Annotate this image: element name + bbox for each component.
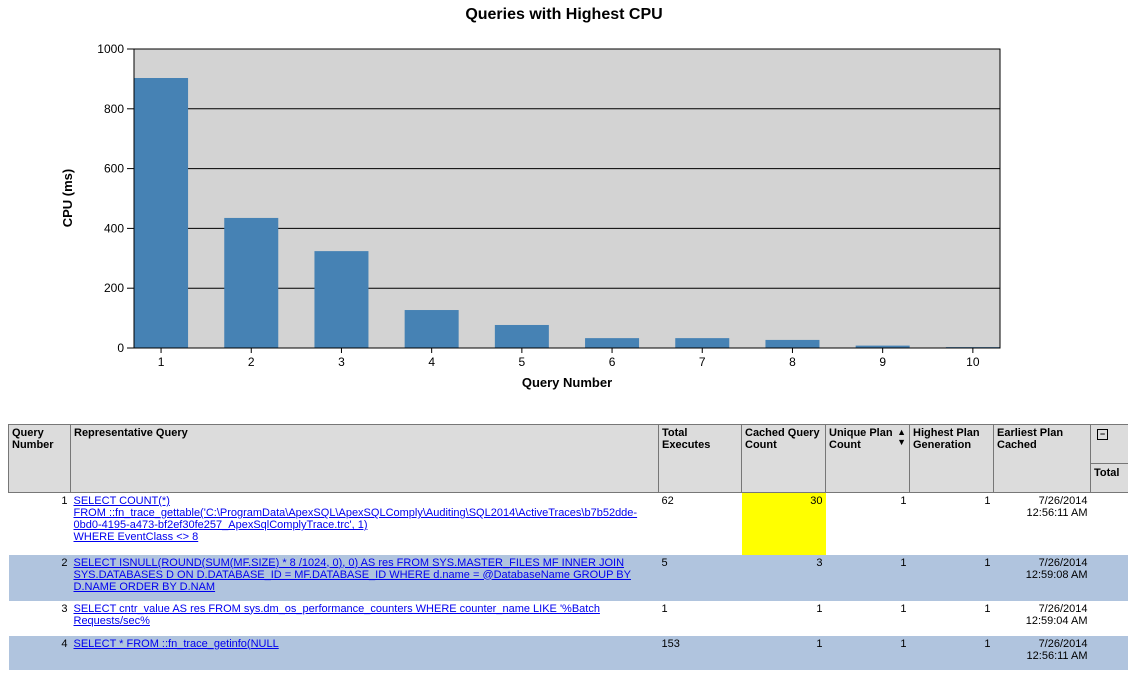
bar-chart: 0 200 400 600 800 1000 1 2 3 4 5 6 7 8 9 10 Query Number…	[60, 42, 1001, 390]
earliest-plan-cached: 7/26/2014 12:56:11 AM	[993, 635, 1091, 670]
header-earliest-plan-cached[interactable]: Earliest Plan Cached	[993, 424, 1091, 493]
representative-query: SELECT COUNT(*) FROM ::fn_trace_gettable(…	[71, 493, 659, 555]
query-number: 1	[61, 495, 68, 507]
query-link[interactable]: SELECT COUNT(*)	[73, 495, 170, 507]
time: 12:59:08 AM	[1025, 568, 1088, 581]
query-link[interactable]: FROM ::fn_trace_gettable('C:\ProgramData…	[73, 507, 638, 531]
highest-plan-generation: 1	[909, 554, 994, 601]
header-representative-query[interactable]: Representative Query	[70, 424, 659, 493]
x-tick-label: 9	[879, 355, 886, 369]
total-executes: 153	[658, 635, 742, 670]
y-tick-label: 1000	[97, 42, 124, 56]
unique-plan-count: 1	[900, 602, 907, 615]
time: 12:56:11 AM	[1026, 507, 1088, 519]
x-tick-label: 3	[338, 355, 345, 369]
x-tick-label: 1	[158, 355, 165, 369]
query-link[interactable]: SELECT * FROM ::fn_trace_getinfo(NULL	[73, 637, 279, 650]
x-tick-label: 8	[789, 355, 796, 369]
chart-title: Queries with Highest CPU	[465, 6, 663, 23]
table-row: 2 SELECT ISNULL(ROUND(SUM(MF.SIZE) * 8 /…	[8, 554, 1128, 601]
bar-2[interactable]	[224, 217, 279, 348]
unique-plan-count: 1	[825, 554, 910, 601]
cached-query-count: 1	[816, 602, 823, 615]
earliest-plan-cached: 7/26/2014 12:59:08 AM	[993, 554, 1091, 601]
highest-plan-generation: 1	[984, 495, 991, 507]
total-cell	[1090, 554, 1128, 601]
time: 12:56:11 AM	[1026, 649, 1088, 662]
header-cached-query-count[interactable]: Cached Query Count	[741, 424, 826, 493]
representative-query: SELECT ISNULL(ROUND(SUM(MF.SIZE) * 8 /10…	[70, 554, 659, 601]
y-tick-label: 400	[104, 221, 124, 235]
x-tick-label: 7	[699, 355, 706, 369]
total-executes: 5	[658, 554, 742, 601]
header-query-number[interactable]: Query Number	[8, 424, 71, 493]
header-total-executes[interactable]: Total Executes	[658, 424, 742, 493]
y-tick-label: 800	[104, 102, 124, 116]
y-tick-label: 0	[117, 341, 124, 355]
x-tick-label: 10	[966, 355, 980, 369]
query-number: 3	[61, 602, 68, 615]
plot-border	[133, 48, 1001, 349]
date: 7/26/2014	[1038, 637, 1088, 650]
date: 7/26/2014	[1038, 495, 1088, 507]
bar-4[interactable]	[404, 310, 459, 348]
header-label: Unique Plan Count	[829, 427, 893, 451]
query-link[interactable]: SELECT ISNULL(ROUND(SUM(MF.SIZE) * 8 /10…	[73, 556, 631, 593]
bar-7[interactable]	[675, 338, 730, 348]
total-executes: 62	[661, 495, 674, 507]
query-link[interactable]: SELECT cntr_value AS res FROM sys.dm_os_…	[73, 602, 600, 627]
bar-9[interactable]	[855, 345, 910, 348]
date: 7/26/2014	[1038, 556, 1088, 569]
earliest-plan-cached: 7/26/2014 12:56:11 AM	[994, 493, 1091, 555]
y-tick-label: 200	[104, 281, 124, 295]
cached-query-count: 30	[741, 492, 826, 555]
total-cell	[1091, 493, 1128, 555]
bar-8[interactable]	[765, 339, 820, 348]
x-tick-label: 2	[248, 355, 255, 369]
table-row: 3 SELECT cntr_value AS res FROM sys.dm_o…	[9, 601, 1128, 636]
unique-plan-count: 1	[825, 635, 910, 670]
highest-plan-generation: 1	[909, 635, 994, 670]
x-tick-label: 4	[428, 355, 435, 369]
x-axis-label: Query Number	[522, 375, 612, 390]
highest-plan-generation: 1	[984, 602, 991, 615]
total-label: Total	[1091, 463, 1128, 492]
earliest-plan-cached: 7/26/2014 12:59:04 AM	[994, 601, 1091, 636]
queries-table: Query Number Representative Query Total …	[8, 424, 1128, 670]
bar-5[interactable]	[494, 324, 549, 348]
cached-query-count: 3	[741, 554, 826, 601]
date: 7/26/2014	[1038, 602, 1088, 615]
x-tick-label: 5	[519, 355, 526, 369]
plot-area	[134, 49, 1000, 348]
bar-1[interactable]	[134, 78, 189, 349]
x-tick-label: 6	[609, 355, 616, 369]
header-total: − Total	[1090, 424, 1128, 493]
y-tick-label: 600	[104, 162, 124, 176]
header-highest-plan-generation[interactable]: Highest Plan Generation	[909, 424, 994, 493]
representative-query: SELECT cntr_value AS res FROM sys.dm_os_…	[71, 601, 659, 636]
query-link[interactable]: WHERE EventClass <> 8	[73, 531, 199, 543]
total-executes: 1	[661, 602, 668, 615]
bar-6[interactable]	[585, 338, 640, 348]
total-cell	[1091, 601, 1128, 636]
query-number: 2	[8, 554, 71, 601]
table-row: 1 SELECT COUNT(*) FROM ::fn_trace_gettabl…	[9, 492, 1128, 555]
unique-plan-count: 1	[900, 495, 907, 507]
total-cell	[1090, 635, 1128, 670]
table-row: 4 SELECT * FROM ::fn_trace_getinfo(NULL …	[8, 635, 1128, 670]
representative-query: SELECT * FROM ::fn_trace_getinfo(NULL	[70, 635, 659, 670]
cached-query-count: 1	[741, 635, 826, 670]
time: 12:59:04 AM	[1025, 614, 1088, 627]
y-axis-label: CPU (ms)	[60, 169, 75, 228]
sort-icon[interactable]: ▲ ▼	[897, 427, 906, 447]
header-unique-plan-count[interactable]: ▲ ▼ Unique Plan Count	[825, 424, 910, 493]
query-number: 4	[8, 635, 71, 670]
bar-3[interactable]	[314, 251, 369, 348]
collapse-icon[interactable]: −	[1097, 429, 1108, 440]
